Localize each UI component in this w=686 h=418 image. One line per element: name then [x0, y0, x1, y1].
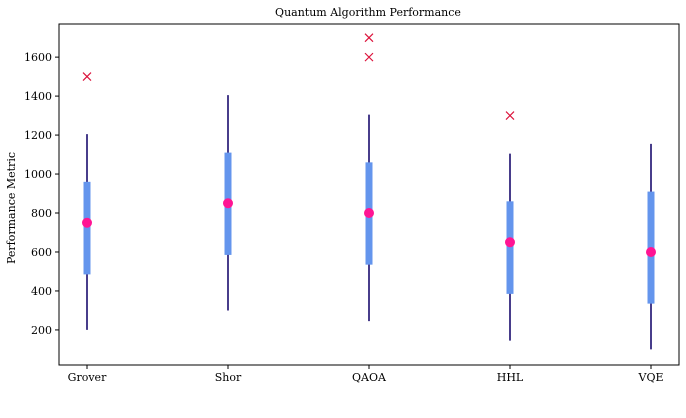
- x-tick-label: HHL: [497, 371, 524, 384]
- y-tick-label: 600: [31, 246, 52, 259]
- box-group: [646, 143, 656, 350]
- chart-marks: [82, 33, 656, 350]
- iqr-box: [506, 201, 514, 294]
- x-tick-label: Shor: [215, 371, 242, 384]
- y-axis-title: Performance Metric: [5, 152, 18, 264]
- outlier-marker: [505, 111, 515, 121]
- box-group: [82, 72, 92, 330]
- median-point: [505, 237, 515, 248]
- box-group: [364, 33, 374, 322]
- y-tick-label: 1400: [24, 90, 52, 103]
- chart-title: Quantum Algorithm Performance: [275, 6, 461, 19]
- median-point: [364, 208, 374, 219]
- outlier-marker: [364, 52, 374, 62]
- outlier-marker: [364, 33, 374, 43]
- axis-ticks: 200 400 600 800 1000 1200 1400 1600 Grover Shor QA…: [24, 51, 664, 384]
- iqr-box: [83, 181, 91, 275]
- y-tick-label: 1200: [24, 129, 52, 142]
- y-tick-label: 1600: [24, 51, 52, 64]
- box-group: [505, 111, 515, 341]
- box-group: [223, 95, 233, 311]
- x-tick-label: VQE: [638, 371, 664, 384]
- y-tick-label: 800: [31, 207, 52, 220]
- median-point: [223, 198, 233, 209]
- y-tick-label: 1000: [24, 168, 52, 181]
- median-point: [646, 246, 656, 257]
- outlier-marker: [82, 72, 92, 82]
- x-tick-label: Grover: [68, 371, 107, 384]
- x-tick-label: QAOA: [352, 371, 387, 384]
- y-tick-label: 200: [31, 324, 52, 337]
- median-point: [82, 217, 92, 228]
- y-tick-label: 400: [31, 285, 52, 298]
